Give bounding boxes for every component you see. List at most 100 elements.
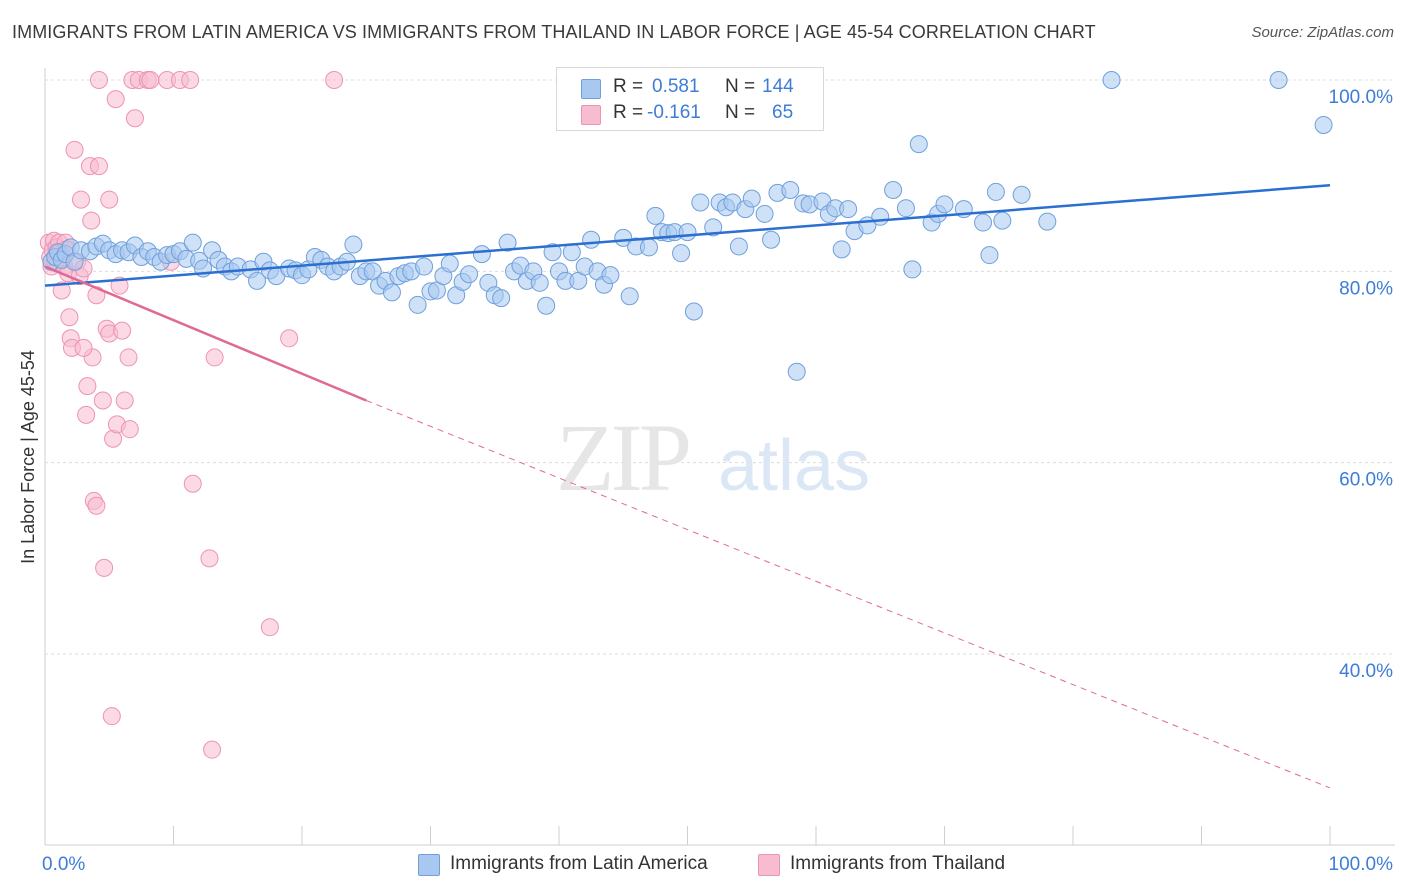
source-credit: Source: ZipAtlas.com [1251, 24, 1394, 41]
y-tick-label-3: 40.0% [1339, 661, 1393, 682]
watermark-atlas: atlas [718, 426, 870, 506]
legend-swatch-pink [758, 854, 780, 876]
point-thailand-44 [115, 391, 134, 410]
point-latin-america-76 [537, 296, 556, 315]
point-thailand-51 [141, 71, 160, 89]
grid-layer [45, 79, 1395, 655]
point-thailand-56 [203, 740, 222, 759]
x-tick-label-1: 100.0% [1329, 854, 1394, 875]
point-thailand-34 [95, 558, 114, 577]
point-latin-america-137 [1314, 115, 1333, 134]
legend-row-thailand: R = -0.161 N = 65 [557, 100, 823, 128]
legend-r-value: -0.161 [647, 102, 701, 123]
point-thailand-45 [119, 348, 138, 367]
trend-line-thailand-extension [366, 400, 1331, 789]
point-thailand-40 [106, 90, 125, 109]
point-latin-america-87 [614, 228, 633, 247]
point-thailand-25 [78, 377, 97, 396]
point-latin-america-58 [415, 257, 434, 276]
legend-row-latin-america: R = 0.581 N = 144 [557, 74, 823, 102]
point-latin-america-99 [704, 218, 723, 237]
x-tick-label-0: 0.0% [42, 854, 85, 875]
point-latin-america-122 [896, 199, 915, 218]
point-latin-america-132 [993, 211, 1012, 230]
point-thailand-24 [77, 405, 96, 424]
point-latin-america-62 [440, 254, 459, 273]
point-thailand-22 [71, 190, 90, 209]
legend-r-label: R = [613, 76, 644, 97]
point-latin-america-116 [832, 240, 851, 259]
point-thailand-63 [181, 71, 200, 89]
trend-lines [44, 183, 1331, 789]
point-latin-america-121 [884, 181, 903, 200]
legend-label-thailand: Immigrants from Thailand [790, 853, 1006, 874]
point-thailand-10 [52, 281, 71, 300]
watermark-zip: ZIP [556, 404, 689, 511]
point-latin-america-88 [620, 287, 639, 306]
point-latin-america-136 [1269, 71, 1288, 89]
point-thailand-31 [87, 496, 106, 515]
point-latin-america-70 [498, 233, 517, 252]
point-thailand-60 [325, 71, 344, 89]
points-latin-america [42, 71, 1333, 381]
points-thailand [39, 71, 344, 759]
point-latin-america-117 [839, 200, 858, 219]
point-latin-america-77 [543, 243, 562, 262]
point-thailand-64 [74, 338, 93, 357]
point-latin-america-98 [691, 193, 710, 212]
point-thailand-32 [89, 157, 108, 176]
point-latin-america-105 [742, 189, 761, 208]
y-tick-label-2: 60.0% [1339, 470, 1393, 491]
point-latin-america-106 [755, 204, 774, 223]
legend-r-label: R = [613, 102, 644, 123]
point-latin-america-130 [980, 246, 999, 265]
legend-r-value: 0.581 [652, 76, 700, 97]
point-latin-america-66 [472, 245, 491, 264]
point-thailand-48 [125, 109, 144, 128]
point-thailand-58 [260, 618, 279, 637]
point-latin-america-123 [903, 260, 922, 279]
point-thailand-59 [280, 329, 299, 348]
legend-n-value: 144 [762, 76, 794, 97]
point-thailand-55 [200, 549, 219, 568]
point-latin-america-75 [530, 273, 549, 292]
point-latin-america-131 [986, 182, 1005, 201]
point-latin-america-107 [762, 230, 781, 249]
point-thailand-27 [82, 211, 101, 230]
point-latin-america-129 [974, 213, 993, 232]
point-latin-america-47 [344, 235, 363, 254]
point-latin-america-135 [1102, 71, 1121, 89]
point-latin-america-83 [582, 230, 601, 249]
point-latin-america-110 [787, 362, 806, 381]
point-thailand-33 [93, 391, 112, 410]
point-latin-america-133 [1012, 185, 1031, 204]
point-latin-america-57 [408, 295, 427, 314]
point-latin-america-103 [729, 237, 748, 256]
point-thailand-37 [100, 190, 119, 209]
point-latin-america-120 [871, 207, 890, 226]
point-thailand-46 [120, 420, 139, 439]
point-latin-america-80 [562, 243, 581, 262]
legend-label-latin-america: Immigrants from Latin America [450, 853, 708, 874]
legend-n-value: 65 [772, 102, 794, 123]
point-thailand-19 [65, 140, 84, 159]
point-latin-america-90 [639, 238, 658, 257]
series-legend: Immigrants from Latin America Immigrants… [0, 852, 1406, 878]
point-latin-america-33 [248, 271, 267, 290]
point-latin-america-95 [672, 244, 691, 263]
point-latin-america-97 [684, 302, 703, 321]
y-tick-label-0: 100.0% [1329, 87, 1394, 108]
point-thailand-54 [183, 474, 202, 493]
chart-title: IMMIGRANTS FROM LATIN AMERICA VS IMMIGRA… [12, 22, 1096, 42]
point-latin-america-53 [382, 283, 401, 302]
stats-legend: R = 0.581 N = 144 R = -0.161 N = 65 [556, 67, 824, 131]
point-latin-america-109 [781, 181, 800, 200]
point-latin-america-124 [909, 135, 928, 154]
legend-swatch-pink [581, 105, 601, 125]
point-latin-america-91 [646, 206, 665, 225]
y-tick-label-1: 80.0% [1339, 278, 1393, 299]
y-axis-label: In Labor Force | Age 45-54 [18, 350, 38, 564]
point-latin-america-127 [935, 195, 954, 214]
axes-layer [44, 68, 1395, 846]
